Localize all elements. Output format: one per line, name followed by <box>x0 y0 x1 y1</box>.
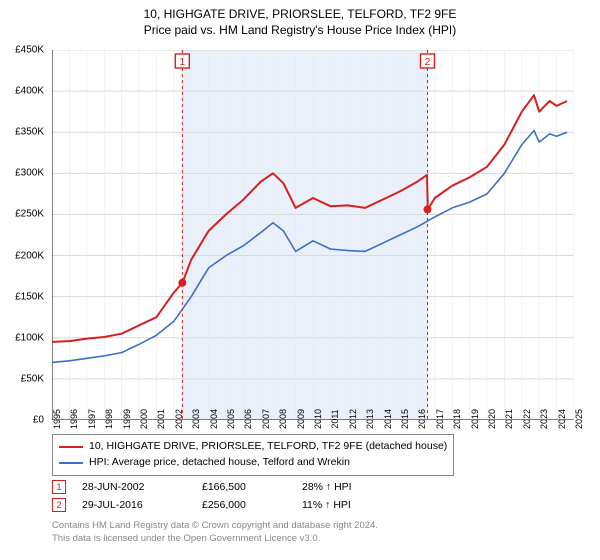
legend: 10, HIGHGATE DRIVE, PRIORSLEE, TELFORD, … <box>52 434 454 476</box>
x-tick-label: 2005 <box>226 409 236 429</box>
x-tick-label: 2020 <box>487 409 497 429</box>
x-tick-label: 2007 <box>261 409 271 429</box>
title-block: 10, HIGHGATE DRIVE, PRIORSLEE, TELFORD, … <box>0 0 600 38</box>
x-tick-label: 2009 <box>296 409 306 429</box>
footer: Contains HM Land Registry data © Crown c… <box>52 520 378 546</box>
x-tick-label: 2004 <box>209 409 219 429</box>
y-tick-label: £400K <box>15 86 44 97</box>
footer-line1: Contains HM Land Registry data © Crown c… <box>52 520 378 533</box>
legend-row: 10, HIGHGATE DRIVE, PRIORSLEE, TELFORD, … <box>59 439 447 455</box>
x-tick-label: 2006 <box>243 409 253 429</box>
legend-swatch <box>59 446 83 448</box>
legend-swatch <box>59 462 83 464</box>
y-tick-label: £150K <box>15 291 44 302</box>
x-tick-label: 2008 <box>278 409 288 429</box>
sale-date: 28-JUN-2002 <box>82 481 202 493</box>
sale-marker-box: 1 <box>52 480 66 494</box>
x-tick-label: 1998 <box>104 409 114 429</box>
y-tick-label: £0 <box>33 415 44 426</box>
chart-svg: 12 <box>52 50 574 420</box>
sales-table: 1 28-JUN-2002£166,50028% ↑ HPI 2 29-JUL-201… <box>52 478 422 514</box>
y-tick-label: £50K <box>21 373 44 384</box>
sale-row: 2 29-JUL-2016£256,00011% ↑ HPI <box>52 496 422 514</box>
sale-pct: 28% ↑ HPI <box>302 481 422 493</box>
svg-text:2: 2 <box>425 57 431 68</box>
x-tick-label: 2011 <box>330 409 340 428</box>
x-tick-label: 2012 <box>348 409 358 429</box>
x-tick-label: 2015 <box>400 409 410 429</box>
x-tick-label: 2021 <box>504 409 514 429</box>
sale-price: £256,000 <box>202 499 302 511</box>
x-tick-label: 2013 <box>365 409 375 429</box>
x-tick-label: 2002 <box>174 409 184 429</box>
y-tick-label: £300K <box>15 168 44 179</box>
x-tick-label: 2022 <box>522 409 532 429</box>
y-tick-label: £100K <box>15 332 44 343</box>
legend-row: HPI: Average price, detached house, Telf… <box>59 455 447 471</box>
sale-date: 29-JUL-2016 <box>82 499 202 511</box>
title-address: 10, HIGHGATE DRIVE, PRIORSLEE, TELFORD, … <box>0 6 600 22</box>
x-axis-labels: 1995199619971998199920002001200220032004… <box>52 420 574 434</box>
x-tick-label: 2018 <box>452 409 462 429</box>
chart-container: 10, HIGHGATE DRIVE, PRIORSLEE, TELFORD, … <box>0 0 600 560</box>
sale-price: £166,500 <box>202 481 302 493</box>
x-tick-label: 2000 <box>139 409 149 429</box>
x-tick-label: 2023 <box>539 409 549 429</box>
sale-pct: 11% ↑ HPI <box>302 499 422 511</box>
y-tick-label: £450K <box>15 45 44 56</box>
footer-line2: This data is licensed under the Open Gov… <box>52 533 378 546</box>
y-tick-label: £200K <box>15 250 44 261</box>
x-tick-label: 2003 <box>191 409 201 429</box>
x-tick-label: 2016 <box>417 409 427 429</box>
x-tick-label: 1999 <box>122 409 132 429</box>
x-tick-label: 2001 <box>156 409 166 429</box>
legend-label: 10, HIGHGATE DRIVE, PRIORSLEE, TELFORD, … <box>89 439 447 455</box>
x-tick-label: 2014 <box>383 409 393 429</box>
x-tick-label: 1997 <box>87 409 97 429</box>
x-tick-label: 2025 <box>574 409 584 429</box>
y-tick-label: £350K <box>15 127 44 138</box>
sale-row: 1 28-JUN-2002£166,50028% ↑ HPI <box>52 478 422 496</box>
x-tick-label: 1995 <box>52 409 62 429</box>
title-subtitle: Price paid vs. HM Land Registry's House … <box>0 22 600 38</box>
svg-text:1: 1 <box>180 57 186 68</box>
x-tick-label: 2010 <box>313 409 323 429</box>
legend-label: HPI: Average price, detached house, Telf… <box>89 455 350 471</box>
x-tick-label: 2017 <box>435 409 445 429</box>
x-tick-label: 1996 <box>69 409 79 429</box>
x-tick-label: 2019 <box>470 409 480 429</box>
y-tick-label: £250K <box>15 209 44 220</box>
x-tick-label: 2024 <box>557 409 567 429</box>
chart-area: 12 <box>52 50 574 420</box>
y-axis-labels: £0£50K£100K£150K£200K£250K£300K£350K£400… <box>0 50 48 420</box>
sale-marker-box: 2 <box>52 498 66 512</box>
